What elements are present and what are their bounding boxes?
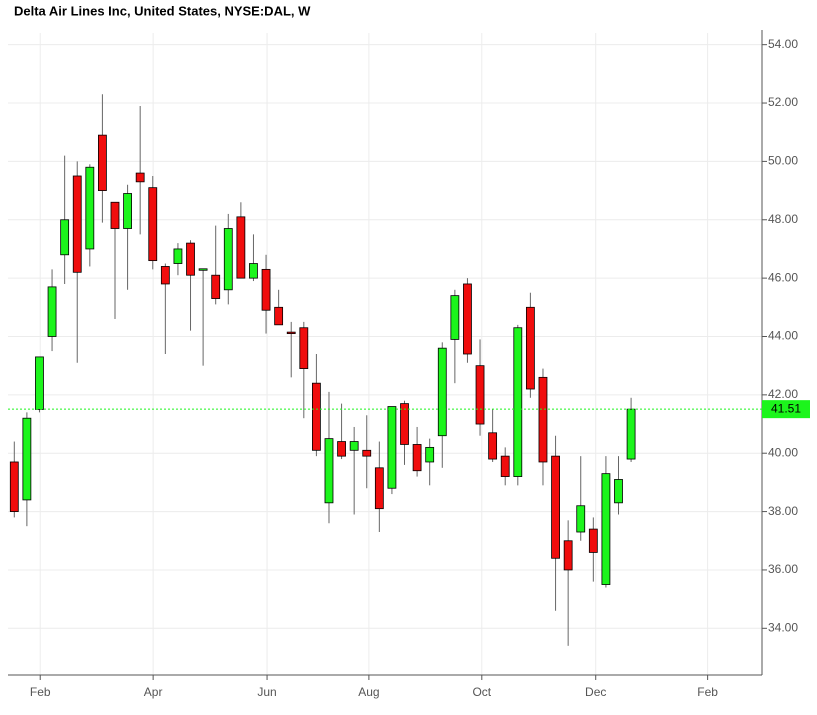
- candle-body: [500, 455, 510, 477]
- candle-body: [160, 266, 170, 285]
- candle-body: [563, 540, 573, 571]
- candle-body: [614, 479, 623, 504]
- x-tick-label: Feb: [697, 685, 718, 699]
- candle-body: [601, 473, 611, 585]
- y-tick-label: 38.00: [768, 504, 798, 518]
- y-tick-label: 54.00: [768, 37, 798, 51]
- candle-body: [261, 268, 271, 311]
- candle-body: [538, 376, 548, 463]
- candle-body: [400, 403, 409, 445]
- candle-body: [475, 365, 485, 425]
- candle-body: [22, 417, 32, 501]
- candle-body: [311, 382, 321, 451]
- last-price-label: 41.51: [771, 401, 801, 415]
- candle-body: [198, 268, 208, 271]
- candle-body: [337, 441, 346, 457]
- x-tick-label: Dec: [585, 685, 606, 699]
- candle-body: [72, 175, 82, 273]
- x-tick-label: Oct: [472, 685, 491, 699]
- y-tick-label: 46.00: [768, 270, 798, 284]
- candle-body: [110, 201, 120, 229]
- candle-body: [249, 263, 258, 279]
- candle-body: [362, 449, 372, 457]
- candle-body: [588, 528, 598, 553]
- candle-body: [286, 331, 296, 335]
- candle-body: [463, 283, 472, 355]
- candle-body: [236, 216, 246, 279]
- candle-body: [450, 295, 460, 340]
- y-tick-label: 50.00: [768, 154, 798, 168]
- candle-body: [513, 327, 523, 477]
- candle-body: [349, 441, 359, 451]
- candle-body: [9, 461, 19, 512]
- candle-body: [123, 193, 132, 229]
- y-tick-label: 44.00: [768, 329, 798, 343]
- x-tick-label: Jun: [257, 685, 276, 699]
- y-tick-label: 36.00: [768, 562, 798, 576]
- candle-body: [85, 166, 95, 250]
- candle-body: [324, 438, 334, 504]
- candle-body: [525, 306, 535, 390]
- candle-body: [223, 228, 233, 291]
- candle-body: [551, 455, 560, 559]
- candle-body: [173, 248, 183, 264]
- last-price-box: [762, 400, 810, 419]
- y-tick-label: 40.00: [768, 445, 798, 459]
- candle-body: [35, 356, 44, 410]
- candle-body: [437, 347, 447, 437]
- candle-body: [374, 467, 384, 510]
- candle-body: [299, 327, 309, 369]
- candle-body: [626, 408, 636, 460]
- y-tick-label: 42.00: [768, 387, 798, 401]
- chart-title: Delta Air Lines Inc, United States, NYSE…: [14, 3, 311, 18]
- y-tick-label: 48.00: [768, 212, 798, 226]
- candle-body: [387, 406, 397, 489]
- x-tick-label: Apr: [144, 685, 163, 699]
- candle-body: [148, 187, 158, 262]
- x-tick-label: Feb: [30, 685, 51, 699]
- candle-body: [412, 444, 422, 472]
- candle-body: [274, 306, 284, 326]
- candle-body: [425, 446, 435, 463]
- y-tick-label: 52.00: [768, 95, 798, 109]
- candle-body: [135, 172, 145, 183]
- y-tick-label: 34.00: [768, 620, 798, 634]
- candle-body: [60, 219, 70, 256]
- candle-body: [211, 274, 221, 299]
- x-tick-label: Aug: [358, 685, 379, 699]
- candle-body: [47, 286, 57, 337]
- candle-body: [576, 505, 586, 533]
- candle-body: [186, 242, 195, 276]
- candle-body: [488, 432, 498, 460]
- candle-body: [98, 134, 107, 191]
